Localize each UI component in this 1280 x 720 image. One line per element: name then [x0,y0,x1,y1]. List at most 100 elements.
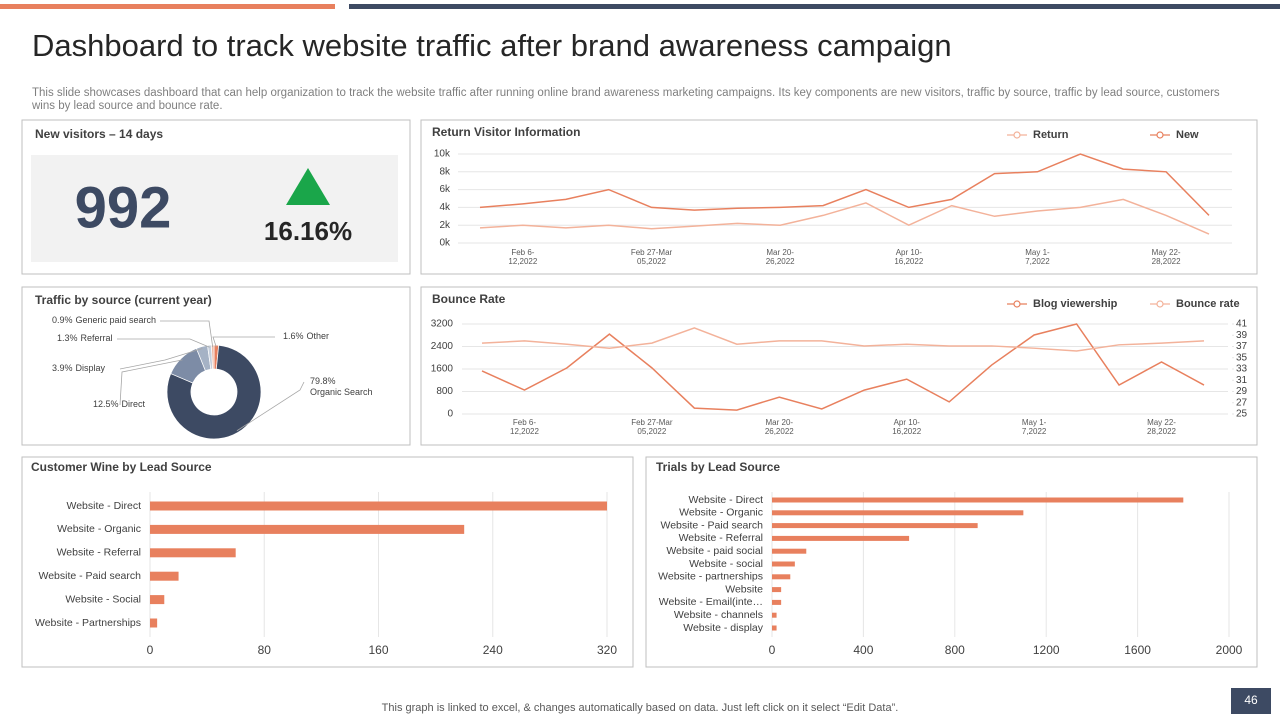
bar [150,618,158,628]
panel [420,286,1258,446]
pie-category-label: Display [76,363,106,373]
pie-value-label: 3.9% [52,363,73,373]
legend-marker [1156,131,1164,139]
x-tick-label: 80 [258,643,272,657]
line-series [481,327,1205,352]
up-arrow [286,168,330,205]
x-tick-label: May 22- 28,2022 [1151,248,1181,266]
pie-slice [166,344,262,440]
x-tick-label: 0 [147,643,154,657]
bar [772,523,978,529]
pie-label: 3.9% Display [52,363,106,373]
y-tick-label: Website - Email(inte… [659,596,763,608]
y-tick-label: Website - Referral [679,532,763,544]
footer: This graph is linked to excel, & changes… [381,702,899,714]
y2-tick-label: 25 [1236,409,1248,420]
panel [420,119,1258,275]
bar [772,625,777,631]
y-tick-label: Website - Referral [57,547,141,559]
kpi-change: 16.16% [264,216,352,246]
chart-title: Return Visitor Information [432,125,580,139]
y-tick-label: Website - Organic [679,507,763,519]
line-series [479,198,1210,235]
bar [772,561,795,567]
y-tick-label: Website - Direct [67,500,142,512]
y-tick-label: 3200 [431,319,454,330]
y-tick-label: Website - Paid search [660,519,763,531]
x-tick-label: 2000 [1216,643,1243,657]
pie-value-label: 0.9% [52,315,73,325]
bar [772,587,782,593]
x-tick-label: Feb 27-Mar 05,2022 [630,248,673,266]
bar [772,574,791,580]
panel [645,456,1258,668]
y2-tick-label: 29 [1236,386,1248,397]
pie-category-label: Referral [81,333,113,343]
pie-label: 12.5% Direct [93,399,146,409]
y2-tick-label: 33 [1236,364,1248,375]
bar [772,510,1024,516]
y-tick-label: Website - social [689,558,763,570]
y-tick-label: Website - partnerships [658,571,763,583]
top-bar [349,4,1280,9]
legend-label: Return [1033,129,1069,141]
y-tick-label: 2k [439,220,451,231]
bar [150,571,179,581]
pie-label: 0.9% Generic paid search [52,315,156,325]
leader-line [212,336,275,348]
x-tick-label: 800 [945,643,965,657]
x-tick-label: Apr 10- 16,2022 [894,248,924,266]
bar [150,501,607,511]
y-tick-label: Website - Partnerships [35,617,141,629]
kpi-value: 992 [75,175,172,240]
y-tick-label: 2400 [431,341,454,352]
pie-value-label: 12.5% [93,399,119,409]
kpi-title: New visitors – 14 days [35,127,163,141]
y2-tick-label: 35 [1236,352,1248,363]
x-tick-label: May 1- 7,2022 [1021,418,1047,436]
top-accent [0,4,335,9]
line-series [481,323,1205,411]
bar [772,599,782,605]
legend-label: New [1176,129,1199,141]
legend-marker [1013,300,1021,308]
x-tick-label: Feb 6- 12,2022 [510,418,539,436]
description: This slide showcases dashboard that can … [32,87,1220,112]
pie-label: 79.8% Organic Search [310,376,373,397]
pie-category-label: Generic paid search [76,315,157,325]
y-tick-label: Website [725,583,763,595]
y2-tick-label: 27 [1236,397,1248,408]
leader-line [160,320,214,348]
y-tick-label: 8k [439,166,451,177]
y2-tick-label: 39 [1236,330,1248,341]
leader-line [117,338,210,348]
y2-tick-label: 41 [1236,319,1248,330]
y-tick-label: Website - Organic [57,523,141,535]
y-tick-label: Website - display [683,622,764,634]
x-tick-label: Feb 6- 12,2022 [508,248,538,266]
y-tick-label: 0 [447,409,453,420]
legend-marker [1013,131,1021,139]
panel [21,456,634,668]
chart-title: Traffic by source (current year) [35,293,212,307]
pie-category-label: Direct [122,399,146,409]
x-tick-label: 400 [853,643,873,657]
chart-title: Bounce Rate [432,292,506,306]
x-tick-label: 1200 [1033,643,1060,657]
y-tick-label: 6k [439,184,451,195]
y-tick-label: Website - paid social [666,545,763,557]
y-tick-label: Website - channels [674,609,763,621]
y-tick-label: 1600 [431,364,454,375]
page-number-box [1231,688,1271,714]
pie-category-label: Organic Search [310,387,373,397]
x-tick-label: Apr 10- 16,2022 [892,418,922,436]
x-tick-label: May 1- 7,2022 [1025,248,1050,266]
x-tick-label: 160 [368,643,388,657]
pie-label: 1.6% Other [283,331,329,341]
pie-label: 1.3% Referral [57,333,113,343]
bar [150,524,465,534]
y2-tick-label: 37 [1236,341,1248,352]
pie-value-label: 1.3% [57,333,78,343]
y-tick-label: 800 [436,386,453,397]
